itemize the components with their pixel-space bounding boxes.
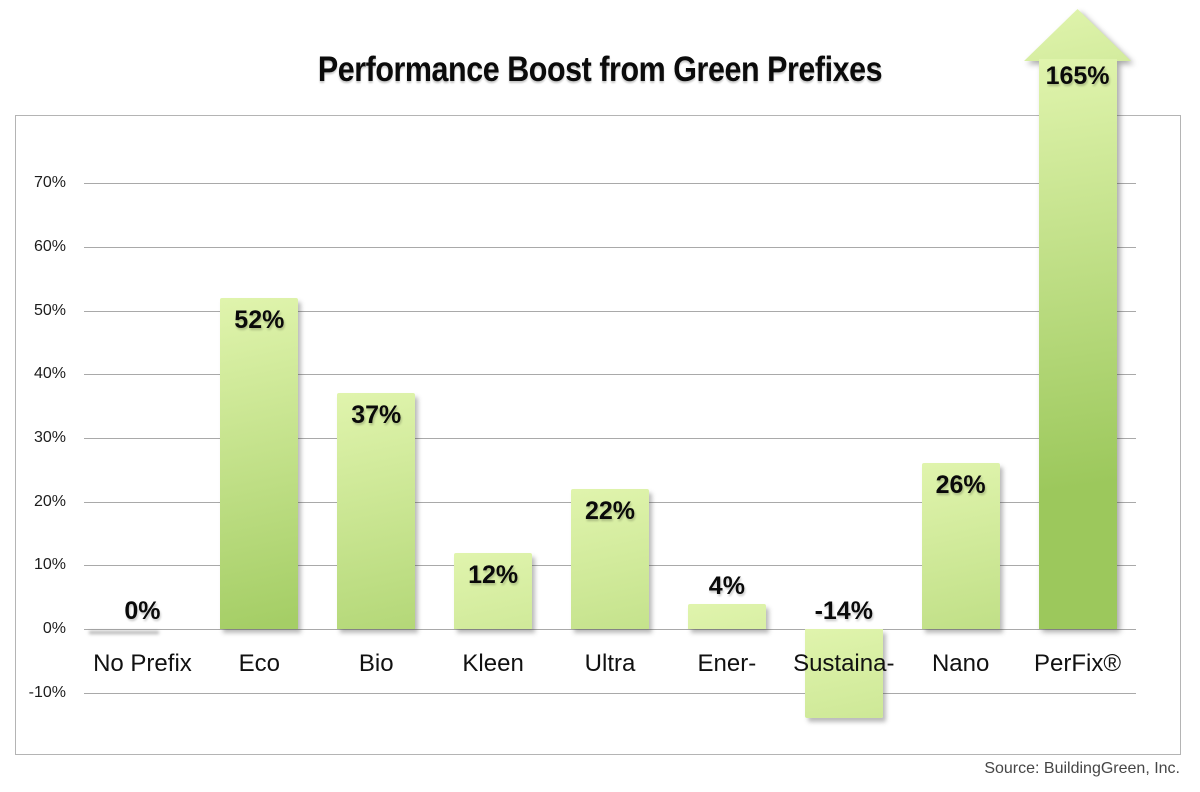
bar-value-label-8: 165% xyxy=(1045,62,1110,90)
y-tick-label: 10% xyxy=(33,556,66,574)
gridline-0% xyxy=(84,629,1136,630)
gridline-60% xyxy=(84,246,1136,248)
bar-value-label-5: 4% xyxy=(708,571,745,600)
y-tick-label: 0% xyxy=(42,620,66,637)
bar-2 xyxy=(337,393,416,629)
y-tick-label: 30% xyxy=(33,428,66,446)
arrow-bar xyxy=(1024,9,1132,629)
chart-title: Performance Boost from Green Prefixes xyxy=(317,50,883,89)
category-label-6: Sustaina- xyxy=(793,650,895,677)
bar-value-label-3: 12% xyxy=(468,560,519,589)
bar-value-label-6: -14% xyxy=(814,597,873,625)
y-tick-label: 40% xyxy=(33,365,66,383)
y-tick-label: 20% xyxy=(33,492,66,510)
bar-5 xyxy=(687,603,766,629)
bar-value-label-0: 0% xyxy=(124,597,161,625)
y-tick-label: -10% xyxy=(28,683,66,701)
arrow-body xyxy=(1038,59,1117,629)
category-label-1: Eco xyxy=(238,650,280,677)
gridline-50% xyxy=(84,310,1136,312)
plot-area: 70% 60% 50% 40% 30% 20% 10% 0% -10% No Prefix 0% Ec… xyxy=(15,9,1181,755)
bar-1 xyxy=(220,297,299,629)
bar-value-label-2: 37% xyxy=(351,401,402,430)
bar-6 xyxy=(804,629,883,719)
gridline-40% xyxy=(84,374,1136,376)
bar-value-label-7: 26% xyxy=(935,471,986,500)
gridline-30% xyxy=(84,437,1136,439)
category-label-5: Ener- xyxy=(697,650,757,677)
source-note: Source: BuildingGreen, Inc. xyxy=(984,760,1180,777)
bar-7 xyxy=(921,463,1000,629)
category-label-4: Ultra xyxy=(584,650,636,677)
category-label-7: Nano xyxy=(931,650,990,677)
y-tick-label: 60% xyxy=(33,237,66,255)
y-tick-label: 70% xyxy=(33,174,66,192)
category-label-0: No Prefix xyxy=(93,650,192,677)
zero-bar-shadow xyxy=(89,631,160,634)
category-label-8: PerFix® xyxy=(1034,650,1122,677)
arrow-head xyxy=(1024,9,1132,61)
bar-value-label-1: 52% xyxy=(234,305,285,334)
category-label-3: Kleen xyxy=(462,650,524,677)
category-label-2: Bio xyxy=(358,650,394,677)
y-tick-label: 50% xyxy=(33,301,66,319)
gridline--10% xyxy=(84,692,1136,694)
bar-4 xyxy=(571,488,649,629)
bar-value-label-4: 22% xyxy=(584,496,636,525)
bar-3 xyxy=(454,552,533,629)
gridline-70% xyxy=(84,183,1136,185)
